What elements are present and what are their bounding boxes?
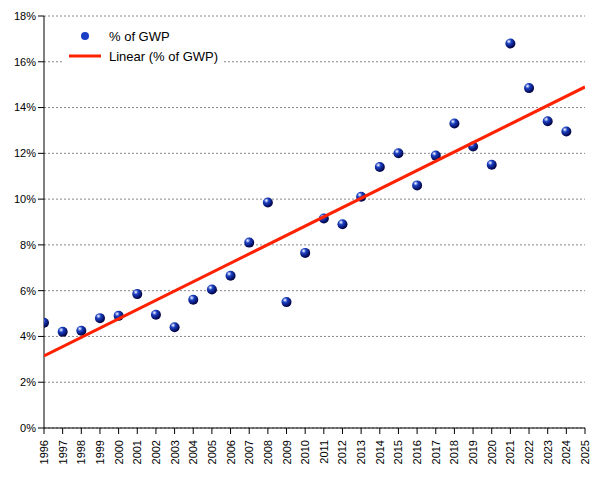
svg-text:2003: 2003 [169, 440, 181, 464]
html-text:% of GWP: % of GWP [109, 28, 170, 44]
svg-text:1999: 1999 [94, 440, 106, 464]
svg-text:1996: 1996 [38, 440, 50, 464]
svg-text:2021: 2021 [504, 440, 516, 464]
svg-text:2014: 2014 [374, 440, 386, 464]
svg-text:2013: 2013 [355, 440, 367, 464]
svg-text:2008: 2008 [262, 440, 274, 464]
svg-text:1998: 1998 [75, 440, 87, 464]
svg-text:1997: 1997 [57, 440, 69, 464]
svg-text:2024: 2024 [560, 440, 572, 464]
svg-text:2001: 2001 [131, 440, 143, 464]
svg-text:2011: 2011 [318, 440, 330, 464]
svg-text:2005: 2005 [206, 440, 218, 464]
svg-text:8%: 8% [20, 239, 36, 251]
svg-text:2019: 2019 [467, 440, 479, 464]
svg-text:2025: 2025 [579, 440, 591, 464]
svg-text:2009: 2009 [281, 440, 293, 464]
svg-text:2004: 2004 [187, 440, 199, 464]
svg-text:14%: 14% [14, 101, 36, 113]
svg-text:2007: 2007 [243, 440, 255, 464]
html-text:Linear (% of GWP): Linear (% of GWP) [109, 48, 219, 64]
svg-text:2012: 2012 [336, 440, 348, 464]
svg-text:2000: 2000 [113, 440, 125, 464]
svg-text:18%: 18% [14, 10, 36, 22]
svg-text:0%: 0% [20, 422, 36, 434]
svg-text:16%: 16% [14, 56, 36, 68]
svg-text:6%: 6% [20, 285, 36, 297]
svg-text:2%: 2% [20, 376, 36, 388]
svg-text:2023: 2023 [542, 440, 554, 464]
svg-text:4%: 4% [20, 330, 36, 342]
svg-text:2006: 2006 [225, 440, 237, 464]
svg-text:2010: 2010 [299, 440, 311, 464]
svg-text:10%: 10% [14, 193, 36, 205]
svg-text:2017: 2017 [430, 440, 442, 464]
svg-text:2022: 2022 [523, 440, 535, 464]
svg-text:12%: 12% [14, 147, 36, 159]
svg-text:2018: 2018 [448, 440, 460, 464]
svg-text:2016: 2016 [411, 440, 423, 464]
svg-text:2002: 2002 [150, 440, 162, 464]
svg-text:2020: 2020 [486, 440, 498, 464]
svg-text:2015: 2015 [392, 440, 404, 464]
